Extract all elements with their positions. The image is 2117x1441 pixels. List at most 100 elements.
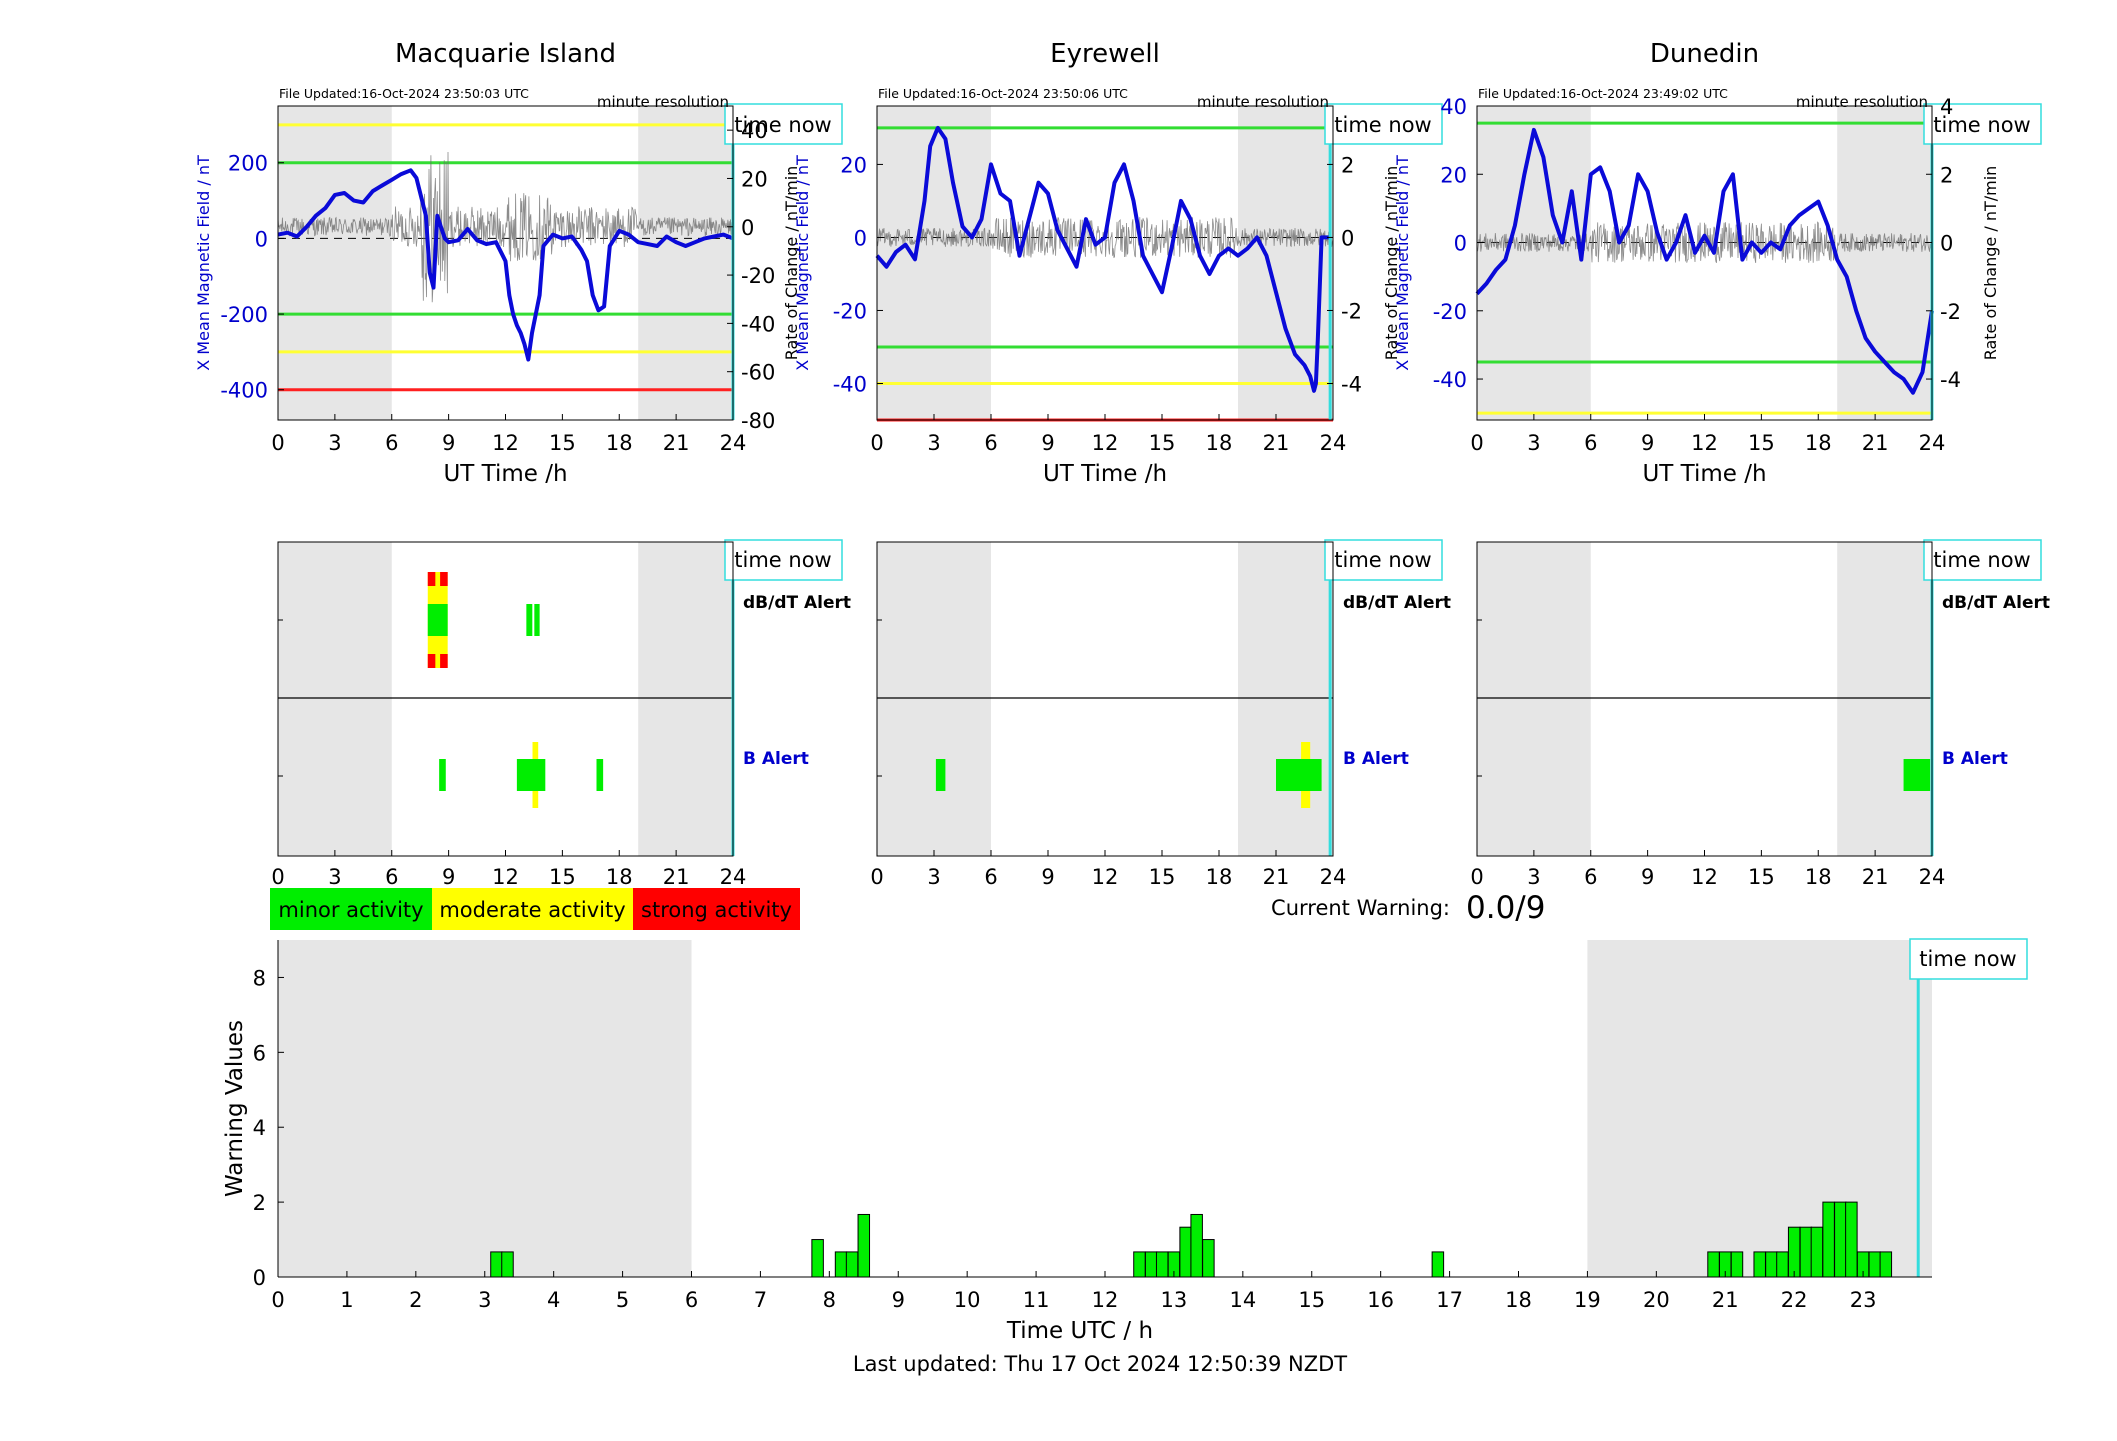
time-now-box <box>1324 103 1443 145</box>
warning-bar <box>1868 1251 1882 1278</box>
warning-bar <box>1765 1251 1778 1278</box>
y-axis-label-right: Rate of Change / nT/min <box>1382 166 1401 361</box>
resolution-label: minute resolution <box>1197 93 1329 111</box>
y-tick-label: -400 <box>220 379 268 403</box>
x-axis-label: Time UTC / h <box>1006 1318 1153 1344</box>
night-shading <box>638 542 733 856</box>
rate-of-change-line <box>1476 221 1933 263</box>
b-alert-label: B Alert <box>743 749 809 769</box>
x-tick-label: 20 <box>1643 1288 1670 1312</box>
night-shading <box>638 106 733 420</box>
x-tick-label: 9 <box>1041 865 1054 889</box>
b-alert-label: B Alert <box>1942 749 2008 769</box>
x-tick-label: 12 <box>1092 1288 1119 1312</box>
warning-bar <box>1730 1251 1744 1278</box>
legend-swatch-2 <box>633 888 800 930</box>
station-title: Eyrewell <box>1050 39 1160 69</box>
x-tick-label: 16 <box>1367 1288 1394 1312</box>
b-alert-minor <box>516 759 546 791</box>
x-tick-label: 0 <box>271 431 284 455</box>
warning-bar <box>490 1251 503 1278</box>
x-tick-label: 21 <box>1712 1288 1739 1312</box>
x-tick-label: 22 <box>1781 1288 1808 1312</box>
x-tick-label: 3 <box>328 865 341 889</box>
station-panel-0: Macquarie Island time now File Updated:16-… <box>194 39 851 889</box>
x-tick-label: 12 <box>492 865 519 889</box>
y2-tick-label: 0 <box>1341 226 1354 250</box>
time-now-label: time now <box>734 548 831 572</box>
y2-tick-label: 0 <box>741 216 754 240</box>
warning-bar <box>1179 1226 1192 1278</box>
x-tick-label: 18 <box>1805 865 1832 889</box>
time-now-box <box>1923 539 2042 581</box>
x-tick-label: 14 <box>1229 1288 1256 1312</box>
resolution-label: minute resolution <box>597 93 729 111</box>
warning-bar <box>1155 1251 1169 1278</box>
resolution-label: minute resolution <box>1796 93 1928 111</box>
x-tick-label: 21 <box>1263 865 1290 889</box>
y2-tick-label: -2 <box>1341 299 1362 323</box>
y-tick-label: 8 <box>253 966 266 990</box>
warning-bar <box>1799 1226 1813 1278</box>
x-tick-label: 24 <box>720 865 747 889</box>
time-now-label: time now <box>734 113 831 137</box>
time-now-label: time now <box>1933 548 2030 572</box>
activity-legend: minor activity moderate activity strong ac… <box>270 888 800 930</box>
x-tick-label: 6 <box>984 431 997 455</box>
file-updated-text: File Updated:16-Oct-2024 23:49:02 UTC <box>1478 86 1728 101</box>
x-tick-label: 23 <box>1850 1288 1877 1312</box>
x-tick-label: 18 <box>606 865 633 889</box>
y2-tick-label: 20 <box>741 167 768 191</box>
night-shading <box>278 106 392 420</box>
x-tick-label: 15 <box>549 865 576 889</box>
time-now-box <box>1324 539 1443 581</box>
y-axis-label-right: Rate of Change / nT/min <box>1981 166 2000 361</box>
x-axis-label: UT Time /h <box>1642 461 1766 487</box>
x-tick-label: 18 <box>1206 431 1233 455</box>
x-tick-label: 3 <box>927 431 940 455</box>
y-axis-label-left: X Mean Magnetic Field / nT <box>793 155 812 371</box>
time-now-box <box>724 539 843 581</box>
warning-bar <box>857 1213 871 1278</box>
station-title: Dunedin <box>1650 39 1759 69</box>
x-tick-label: 13 <box>1161 1288 1188 1312</box>
x-tick-label: 6 <box>685 1288 698 1312</box>
legend-swatch-0 <box>270 888 432 930</box>
y2-tick-label: -4 <box>1940 368 1961 392</box>
last-updated-text: Last updated: Thu 17 Oct 2024 12:50:39 N… <box>853 1352 1347 1376</box>
b-alert-minor <box>1276 759 1322 791</box>
x-tick-label: 0 <box>271 1288 284 1312</box>
x-tick-label: 9 <box>1641 865 1654 889</box>
warning-bar <box>845 1251 859 1278</box>
warning-bar <box>1776 1251 1789 1278</box>
x-tick-label: 19 <box>1574 1288 1601 1312</box>
x-tick-label: 5 <box>616 1288 629 1312</box>
y-tick-label: 200 <box>228 152 268 176</box>
y-tick-label: 2 <box>253 1191 266 1215</box>
y-tick-label: 20 <box>1440 163 1467 187</box>
y-tick-label: -40 <box>833 372 867 396</box>
y2-tick-label: 2 <box>1341 153 1354 177</box>
y-tick-label: 40 <box>1440 95 1467 119</box>
b-alert-minor <box>596 759 604 791</box>
dbdt-alert-label: dB/dT Alert <box>1942 593 2050 613</box>
x-tick-label: 6 <box>1584 431 1597 455</box>
warning-bar <box>501 1251 514 1278</box>
x-tick-label: 3 <box>478 1288 491 1312</box>
warning-bar <box>1190 1213 1203 1278</box>
warning-bar <box>1822 1201 1835 1278</box>
dbdt-alert-label: dB/dT Alert <box>1343 593 1451 613</box>
y2-tick-label: -20 <box>741 264 775 288</box>
time-now-label: time now <box>1334 548 1431 572</box>
x-tick-label: 6 <box>385 865 398 889</box>
x-tick-label: 15 <box>549 431 576 455</box>
mean-field-line <box>875 125 1332 393</box>
y2-tick-label: 4 <box>1940 95 1953 119</box>
x-tick-label: 24 <box>1919 431 1946 455</box>
x-tick-label: 21 <box>663 431 690 455</box>
x-tick-label: 21 <box>663 865 690 889</box>
night-shading <box>1477 542 1591 856</box>
x-tick-label: 12 <box>1092 865 1119 889</box>
